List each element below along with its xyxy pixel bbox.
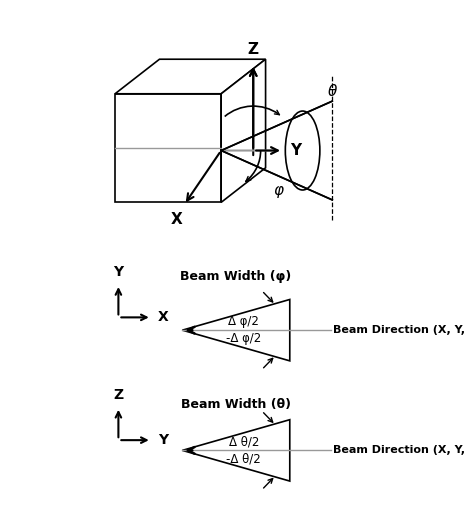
Polygon shape bbox=[115, 59, 266, 94]
Text: Beam Width (θ): Beam Width (θ) bbox=[181, 398, 291, 411]
Text: Δ θ/2: Δ θ/2 bbox=[228, 436, 259, 449]
Text: Y: Y bbox=[158, 433, 168, 447]
Text: Z: Z bbox=[248, 42, 259, 57]
Text: φ: φ bbox=[273, 183, 283, 197]
Text: -Δ φ/2: -Δ φ/2 bbox=[226, 332, 262, 345]
Polygon shape bbox=[115, 94, 221, 203]
Text: Δ φ/2: Δ φ/2 bbox=[228, 315, 259, 328]
Text: -Δ θ/2: -Δ θ/2 bbox=[226, 452, 261, 465]
Text: X: X bbox=[171, 212, 183, 227]
Text: Beam Direction (X, Y, Z): Beam Direction (X, Y, Z) bbox=[333, 445, 467, 455]
Text: Z: Z bbox=[113, 388, 123, 402]
Text: Beam Direction (X, Y, Z): Beam Direction (X, Y, Z) bbox=[333, 325, 467, 335]
Text: Y: Y bbox=[113, 265, 123, 279]
Polygon shape bbox=[221, 59, 266, 203]
Text: X: X bbox=[158, 311, 169, 324]
Text: Y: Y bbox=[290, 143, 301, 158]
Text: Beam Width (φ): Beam Width (φ) bbox=[180, 270, 292, 283]
Text: θ: θ bbox=[327, 84, 337, 99]
